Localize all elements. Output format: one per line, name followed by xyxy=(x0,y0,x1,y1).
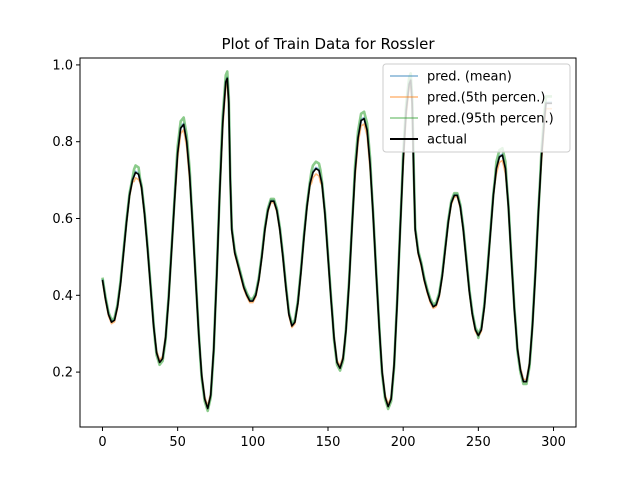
y-axis: 0.2 0.4 0.6 0.8 1.0 xyxy=(52,58,80,381)
chart-title: Plot of Train Data for Rossler xyxy=(221,35,435,53)
x-tick-label: 100 xyxy=(240,435,265,450)
legend-label: pred. (mean) xyxy=(427,70,512,85)
legend-box xyxy=(382,63,571,153)
x-tick-label: 200 xyxy=(391,435,416,450)
series-line-actual xyxy=(101,77,553,410)
legend-label: pred.(5th percen.) xyxy=(427,91,545,106)
x-axis: 0 50 100 150 200 250 300 xyxy=(98,427,566,450)
y-tick-label: 0.4 xyxy=(52,289,73,304)
legend-label: actual xyxy=(427,133,467,148)
y-tick-label: 1.0 xyxy=(52,58,73,73)
series-layer xyxy=(101,70,553,413)
x-tick-label: 300 xyxy=(541,435,566,450)
x-tick-label: 150 xyxy=(316,435,341,450)
y-tick-label: 0.6 xyxy=(52,212,73,227)
legend-label: pred.(95th percen.) xyxy=(427,112,554,127)
legend: pred. (mean) pred.(5th percen.) pred.(95th… xyxy=(382,63,571,153)
x-tick-label: 0 xyxy=(98,435,106,450)
x-tick-label: 250 xyxy=(466,435,491,450)
y-tick-label: 0.8 xyxy=(52,135,73,150)
y-tick-label: 0.2 xyxy=(52,366,73,381)
x-tick-label: 50 xyxy=(169,435,186,450)
